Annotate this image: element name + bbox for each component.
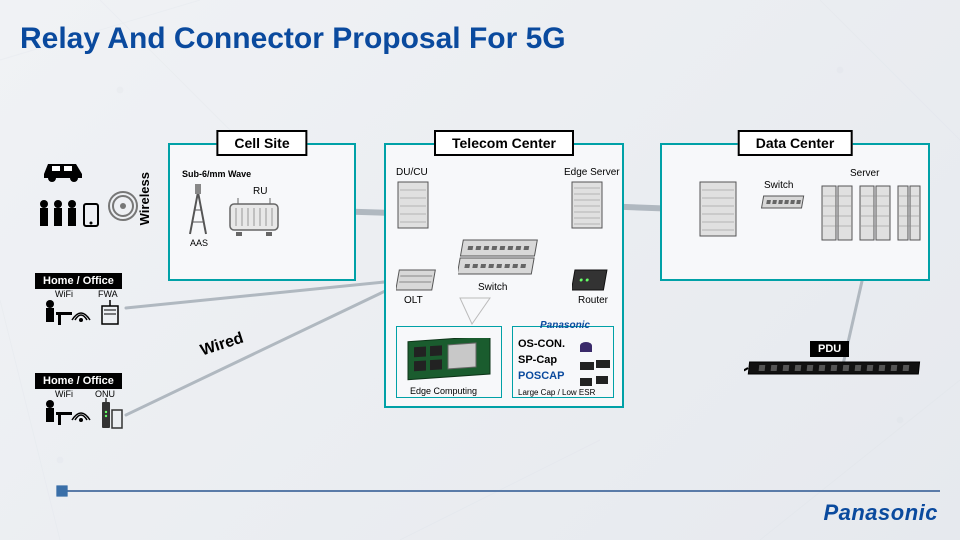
label: WiFi [55,389,73,399]
tag: Home / Office [35,273,122,289]
label: Large Cap / Low ESR [518,388,595,397]
label: DU/CU [396,167,428,178]
aas-tower-icon [186,182,210,236]
callout-bubble [450,296,510,336]
label: SP-Cap [518,354,557,366]
wired-label: Wired [198,330,246,361]
label: Switch [764,180,793,191]
car-icon [40,156,88,184]
label: Panasonic [540,320,590,331]
label: Edge Server [564,167,620,178]
router-icon [572,264,612,294]
onu-icon [96,398,126,432]
wifi-waves-icon-2 [70,406,92,424]
tag: PDU [810,341,849,357]
box-title-datacenter: Data Center [738,130,853,156]
olt-icon [396,266,440,294]
label: POSCAP [518,370,564,382]
page-title: Relay And Connector Proposal For 5G [20,22,566,56]
ru-icon [226,198,282,238]
label: Server [850,168,879,179]
switch-icon [458,236,544,280]
label: OLT [404,295,423,306]
label: FWA [98,289,118,299]
box-title-cellsite: Cell Site [216,130,307,156]
label: AAS [190,238,208,248]
label: RU [253,186,267,197]
label: Sub-6/mm Wave [182,169,251,179]
wireless-icon [106,188,140,226]
dc-rack-icon [698,180,738,238]
pdu-icon [744,358,924,380]
brand-logo: Panasonic [823,500,938,526]
fwa-icon [96,300,124,328]
label: Router [578,295,608,306]
label: OS-CON. [518,338,565,350]
edge-server-rack-icon [570,180,604,230]
person-desk-icon-2 [40,398,74,428]
label: ONU [95,389,115,399]
label: WiFi [55,289,73,299]
person-desk-icon [40,298,74,328]
dc-servers-icon [820,182,924,244]
wifi-waves-icon [70,306,92,324]
label: Switch [478,282,507,293]
capacitor-icons [576,338,612,390]
box-title-telecom: Telecom Center [434,130,574,156]
tag: Home / Office [35,373,122,389]
footer-line [60,490,940,492]
label: Edge Computing [410,386,477,396]
dc-switch-icon [760,194,808,210]
ducu-rack-icon [396,180,430,230]
people-icon [36,198,102,232]
edge-computing-board-icon [404,338,494,384]
